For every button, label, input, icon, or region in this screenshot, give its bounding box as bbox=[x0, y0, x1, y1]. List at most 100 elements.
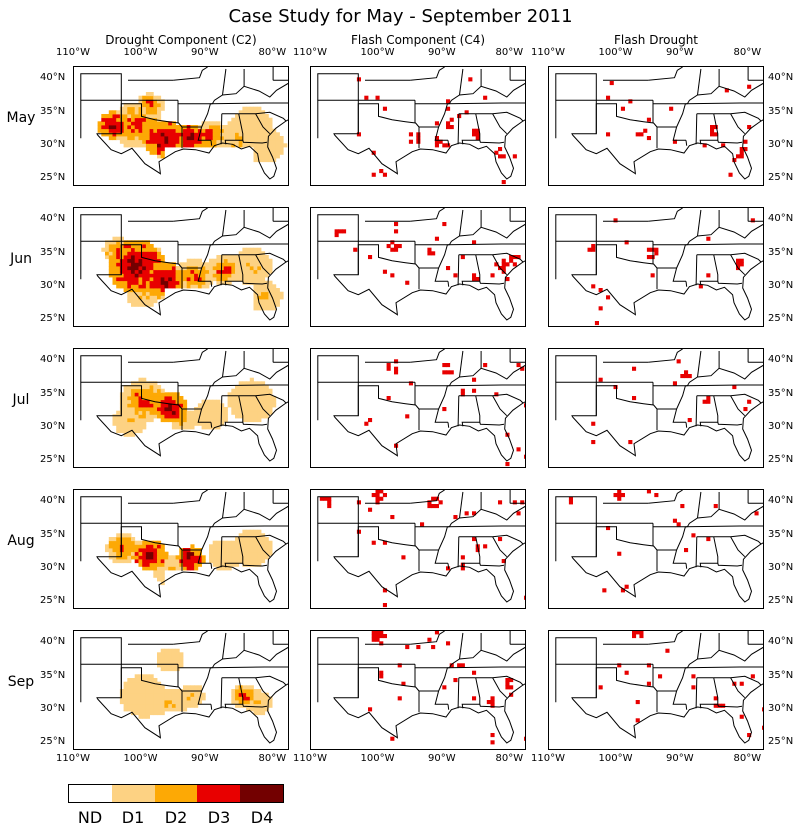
drought-cell-d1 bbox=[246, 117, 251, 122]
drought-cell-d3 bbox=[509, 255, 514, 260]
state-boundary bbox=[80, 522, 122, 562]
drought-cell-d3 bbox=[197, 559, 202, 564]
drought-cell-d3 bbox=[149, 258, 154, 263]
drought-cell-d1 bbox=[123, 392, 128, 397]
drought-cell-d1 bbox=[164, 652, 169, 657]
drought-cell-d1 bbox=[116, 236, 121, 241]
state-boundary bbox=[238, 534, 287, 545]
drought-cell-d3 bbox=[747, 84, 752, 89]
drought-cell-d1 bbox=[160, 388, 165, 393]
drought-cell-d1 bbox=[164, 663, 169, 668]
drought-cell-d3 bbox=[134, 121, 139, 126]
drought-cell-d2 bbox=[216, 277, 221, 282]
drought-cell-d2 bbox=[101, 132, 106, 137]
drought-cell-d1 bbox=[264, 385, 269, 390]
drought-cell-d3 bbox=[613, 493, 618, 498]
drought-cell-d2 bbox=[157, 414, 162, 419]
drought-cell-d3 bbox=[475, 277, 480, 282]
drought-cell-d1 bbox=[268, 139, 273, 144]
drought-cell-d1 bbox=[157, 99, 162, 104]
drought-cell-d3 bbox=[209, 128, 214, 133]
drought-cell-d1 bbox=[227, 143, 232, 148]
drought-cell-d3 bbox=[160, 410, 165, 415]
state-boundary bbox=[648, 490, 683, 504]
drought-cell-d1 bbox=[142, 700, 147, 705]
state-boundary bbox=[357, 385, 420, 416]
drought-cell-d3 bbox=[568, 500, 573, 505]
drought-cell-d3 bbox=[750, 674, 755, 679]
drought-cell-d1 bbox=[253, 106, 258, 111]
drought-cell-d1 bbox=[171, 562, 176, 567]
drought-cell-d1 bbox=[138, 421, 143, 426]
drought-cell-d1 bbox=[134, 110, 139, 115]
state-boundary bbox=[457, 395, 460, 427]
drought-cell-d3 bbox=[628, 99, 633, 104]
drought-cell-d4 bbox=[108, 125, 113, 130]
drought-cell-d1 bbox=[138, 696, 143, 701]
drought-cell-d2 bbox=[142, 291, 147, 296]
drought-cell-d1 bbox=[249, 273, 254, 278]
drought-cell-d3 bbox=[160, 407, 165, 412]
drought-cell-d1 bbox=[238, 381, 243, 386]
drought-cell-d3 bbox=[119, 125, 124, 130]
drought-cell-d3 bbox=[739, 714, 744, 719]
drought-cell-d1 bbox=[149, 92, 154, 97]
drought-cell-d1 bbox=[246, 266, 251, 271]
drought-cell-d1 bbox=[231, 117, 236, 122]
state-boundary bbox=[334, 260, 525, 321]
drought-cell-d1 bbox=[253, 147, 258, 152]
drought-cell-d3 bbox=[490, 733, 495, 738]
drought-cell-d1 bbox=[242, 399, 247, 404]
drought-cell-d3 bbox=[157, 258, 162, 263]
drought-cell-d3 bbox=[246, 696, 251, 701]
drought-cell-d1 bbox=[227, 258, 232, 263]
drought-cell-d3 bbox=[119, 544, 124, 549]
drought-cell-d1 bbox=[216, 418, 221, 423]
drought-cell-d1 bbox=[216, 139, 221, 144]
drought-cell-d3 bbox=[446, 125, 451, 130]
map-panel-jul-c4 bbox=[310, 348, 526, 468]
drought-cell-d1 bbox=[216, 414, 221, 419]
drought-cell-d1 bbox=[261, 143, 266, 148]
drought-cell-d2 bbox=[231, 143, 236, 148]
drought-cell-d1 bbox=[212, 418, 217, 423]
state-boundary bbox=[572, 401, 763, 462]
drought-cell-d1 bbox=[134, 421, 139, 426]
drought-cell-d1 bbox=[261, 150, 266, 155]
state-boundary bbox=[555, 522, 597, 562]
drought-cell-d3 bbox=[186, 132, 191, 137]
drought-cell-d2 bbox=[179, 410, 184, 415]
lon-tick-bottom: 110°W bbox=[56, 753, 90, 764]
drought-cell-d2 bbox=[168, 392, 173, 397]
drought-cell-d1 bbox=[127, 421, 132, 426]
drought-cell-d1 bbox=[242, 269, 247, 274]
drought-cell-d4 bbox=[190, 136, 195, 141]
drought-cell-d3 bbox=[591, 284, 596, 289]
drought-cell-d1 bbox=[160, 295, 165, 300]
drought-cell-d3 bbox=[164, 414, 169, 419]
drought-cell-d3 bbox=[434, 143, 439, 148]
drought-cell-d2 bbox=[127, 121, 132, 126]
drought-cell-d1 bbox=[197, 685, 202, 690]
drought-cell-d3 bbox=[386, 244, 391, 249]
drought-cell-d1 bbox=[119, 407, 124, 412]
drought-cell-d1 bbox=[123, 707, 128, 712]
drought-cell-d1 bbox=[253, 258, 258, 263]
drought-cell-d3 bbox=[449, 125, 454, 130]
drought-cell-d2 bbox=[134, 399, 139, 404]
drought-cell-d1 bbox=[149, 674, 154, 679]
drought-cell-d1 bbox=[242, 396, 247, 401]
drought-cell-d2 bbox=[138, 388, 143, 393]
drought-cell-d2 bbox=[131, 399, 136, 404]
drought-cell-d3 bbox=[408, 139, 413, 144]
drought-cell-d1 bbox=[268, 128, 273, 133]
state-boundary bbox=[648, 631, 683, 645]
state-boundary bbox=[695, 113, 698, 145]
drought-cell-d1 bbox=[116, 110, 121, 115]
drought-cell-d1 bbox=[168, 689, 173, 694]
drought-cell-d1 bbox=[153, 685, 158, 690]
drought-cell-d1 bbox=[261, 410, 266, 415]
drought-cell-d1 bbox=[145, 299, 150, 304]
state-boundary bbox=[210, 704, 213, 710]
drought-cell-d2 bbox=[138, 110, 143, 115]
